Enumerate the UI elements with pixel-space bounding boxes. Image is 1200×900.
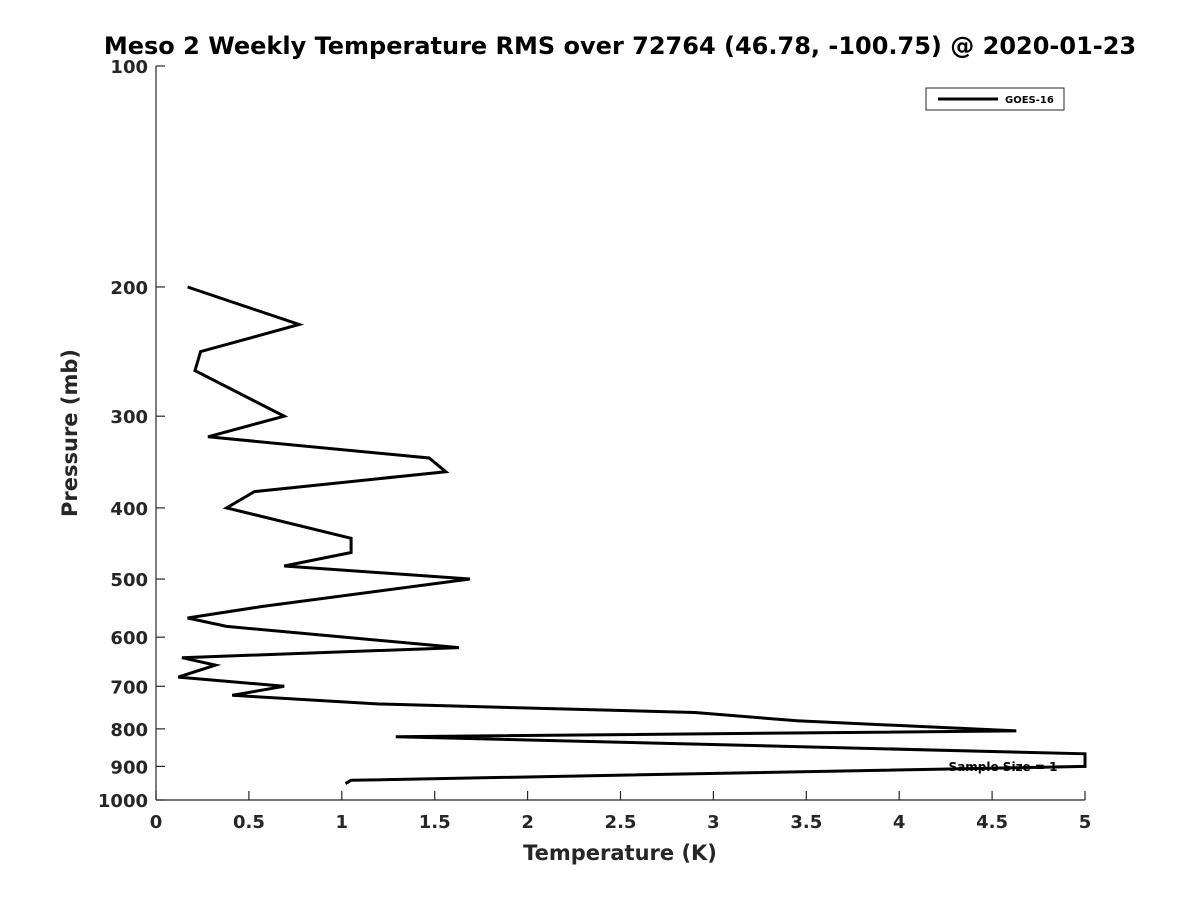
x-axis-label: Temperature (K) [523,841,717,865]
y-tick-label: 500 [110,570,148,591]
x-tick-label: 4 [893,812,906,833]
series-layer [177,285,1087,785]
x-tick-label: 3.5 [790,812,822,833]
y-tick-label: 100 [110,57,148,78]
y-ticks: 100 200 300 400 500 600 700 800 900 1000 [98,57,165,812]
legend-label: GOES-16 [1005,95,1054,106]
legend: GOES-16 [925,87,1065,111]
x-tick-label: 2.5 [605,812,637,833]
y-tick-label: 400 [110,499,148,520]
x-tick-label: 4.5 [976,812,1008,833]
sample-size-annotation: Sample Size = 1 [949,760,1058,774]
y-tick-label: 1000 [98,791,148,812]
y-tick-label: 200 [110,278,148,299]
x-ticks: 0 0.5 1 1.5 2 2.5 3 3.5 4 4.5 5 [150,791,1092,833]
y-tick-label: 600 [110,628,148,649]
y-tick-label: 800 [110,720,148,741]
x-tick-label: 1 [336,812,349,833]
x-tick-label: 0.5 [233,812,265,833]
chart-title: Meso 2 Weekly Temperature RMS over 72764… [104,32,1136,60]
y-tick-label: 700 [110,677,148,698]
x-tick-label: 1.5 [419,812,451,833]
axes [155,66,1085,801]
x-tick-label: 2 [521,812,534,833]
x-tick-label: 0 [150,812,163,833]
series-line-goes-16 [177,285,1087,785]
x-tick-label: 5 [1079,812,1092,833]
y-tick-label: 300 [110,407,148,428]
x-tick-label: 3 [707,812,720,833]
y-tick-label: 900 [110,757,148,778]
y-axis-label: Pressure (mb) [58,349,82,517]
